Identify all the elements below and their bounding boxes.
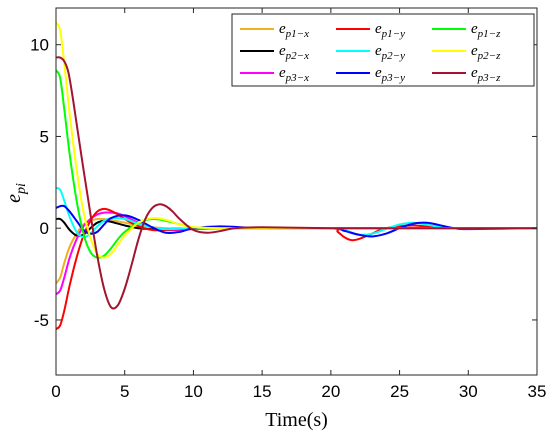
legend-label: ep3−z bbox=[471, 65, 501, 84]
legend-label: ep1−y bbox=[375, 21, 405, 40]
legend-label: ep1−z bbox=[471, 21, 501, 40]
legend-label: ep3−y bbox=[375, 65, 405, 84]
x-tick-label: 30 bbox=[459, 382, 478, 401]
x-tick-label: 10 bbox=[184, 382, 203, 401]
x-tick-label: 20 bbox=[321, 382, 340, 401]
legend-box bbox=[231, 13, 535, 87]
series-line-p2-y bbox=[56, 186, 537, 239]
y-tick-label: 0 bbox=[40, 219, 49, 238]
legend-label: ep2−y bbox=[375, 43, 405, 62]
x-tick-label: 15 bbox=[253, 382, 272, 401]
legend-label: ep1−x bbox=[279, 21, 309, 40]
y-tick-label: -5 bbox=[34, 311, 49, 330]
axis-layer: 0 5 10 15 20 25 30 35 10 5 0 -5 bbox=[30, 8, 546, 401]
y-axis-label-sub: pi bbox=[14, 183, 29, 195]
y-tick-label: 5 bbox=[40, 127, 49, 146]
x-tick-label: 5 bbox=[120, 382, 129, 401]
legend-label: ep3−x bbox=[279, 65, 309, 84]
legend-label: ep2−z bbox=[471, 43, 501, 62]
x-tick-label: 0 bbox=[51, 382, 60, 401]
x-axis-label: Time(s) bbox=[265, 409, 328, 431]
series-line-p3-z bbox=[56, 56, 537, 310]
plot-frame bbox=[55, 7, 538, 376]
y-tick-label: 10 bbox=[30, 36, 49, 55]
legend-label: ep2−x bbox=[279, 43, 309, 62]
y-axis-label-main: e bbox=[3, 194, 25, 203]
legend: ep1−x ep2−x ep3−x ep1−y ep2−y ep3−y ep1−z ep2−z… bbox=[231, 13, 535, 87]
series-layer bbox=[56, 21, 537, 331]
y-axis-label: epi bbox=[3, 183, 29, 203]
x-tick-label: 25 bbox=[390, 382, 409, 401]
x-tick-label: 35 bbox=[528, 382, 547, 401]
